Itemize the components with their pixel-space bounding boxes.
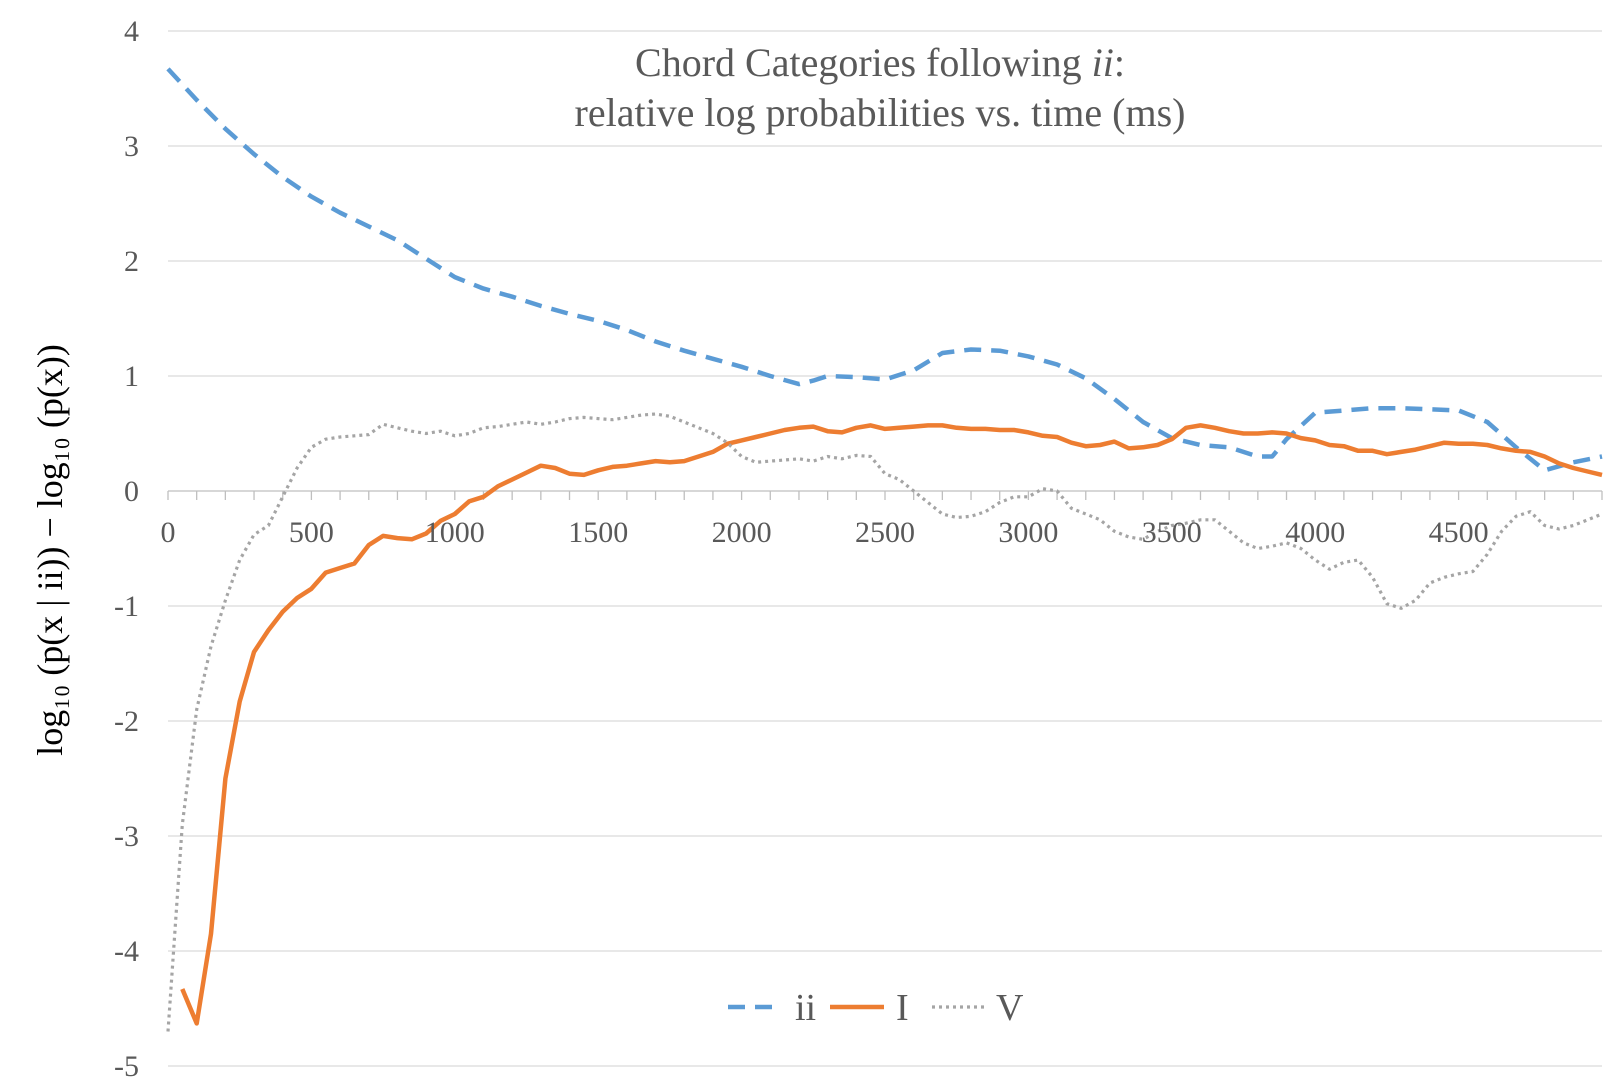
y-tick-label: 2 (124, 245, 139, 278)
chart-title-italic: ii (1092, 40, 1114, 85)
x-tick-label: 3500 (1142, 516, 1202, 549)
x-tick-label: 1000 (425, 516, 485, 549)
y-tick-label: -5 (114, 1050, 139, 1083)
x-axis-tick-labels: 0 500 1000 1500 2000 2500 3000 3500 4000 4500 (161, 516, 1489, 549)
gridlines (168, 30, 1602, 1067)
series-line-ii (166, 67, 1603, 473)
chart-title-line2: relative log probabilities vs. time (ms) (575, 90, 1186, 135)
y-tick-label: -3 (114, 820, 139, 853)
plot-area (166, 67, 1603, 1032)
x-tick-label: 4500 (1429, 516, 1489, 549)
x-tick-label: 4000 (1285, 516, 1345, 549)
x-tick-label: 2500 (855, 516, 915, 549)
y-tick-label: -4 (114, 935, 139, 968)
y-tick-label: 4 (124, 15, 139, 48)
y-tick-label: -1 (114, 590, 139, 623)
y-tick-label: 1 (124, 360, 139, 393)
series-line-I (180, 423, 1603, 1026)
chart-title-tail: : (1114, 40, 1125, 85)
y-axis-tick-labels: 4 3 2 1 0 -1 -2 -3 -4 -5 (114, 15, 139, 1083)
legend-label-ii: ii (795, 987, 816, 1029)
x-tick-label: 0 (161, 516, 176, 549)
y-tick-label: 0 (124, 475, 139, 508)
legend: ii I V (728, 987, 1024, 1029)
y-tick-label: -2 (114, 705, 139, 738)
chart-title-line1: Chord Categories following ii: (635, 40, 1125, 85)
legend-label-V: V (996, 987, 1024, 1029)
chart-title-main: Chord Categories following (635, 40, 1092, 85)
x-tick-label: 2000 (712, 516, 772, 549)
x-tick-label: 3000 (998, 516, 1058, 549)
series-line-V (166, 412, 1603, 1032)
x-tick-label: 500 (289, 516, 334, 549)
y-tick-label: 3 (124, 130, 139, 163)
x-tick-label: 1500 (568, 516, 628, 549)
x-axis (167, 490, 1603, 500)
y-axis-label: log₁₀ (p(x | ii)) − log₁₀ (p(x)) (30, 344, 70, 756)
legend-label-I: I (896, 987, 909, 1029)
